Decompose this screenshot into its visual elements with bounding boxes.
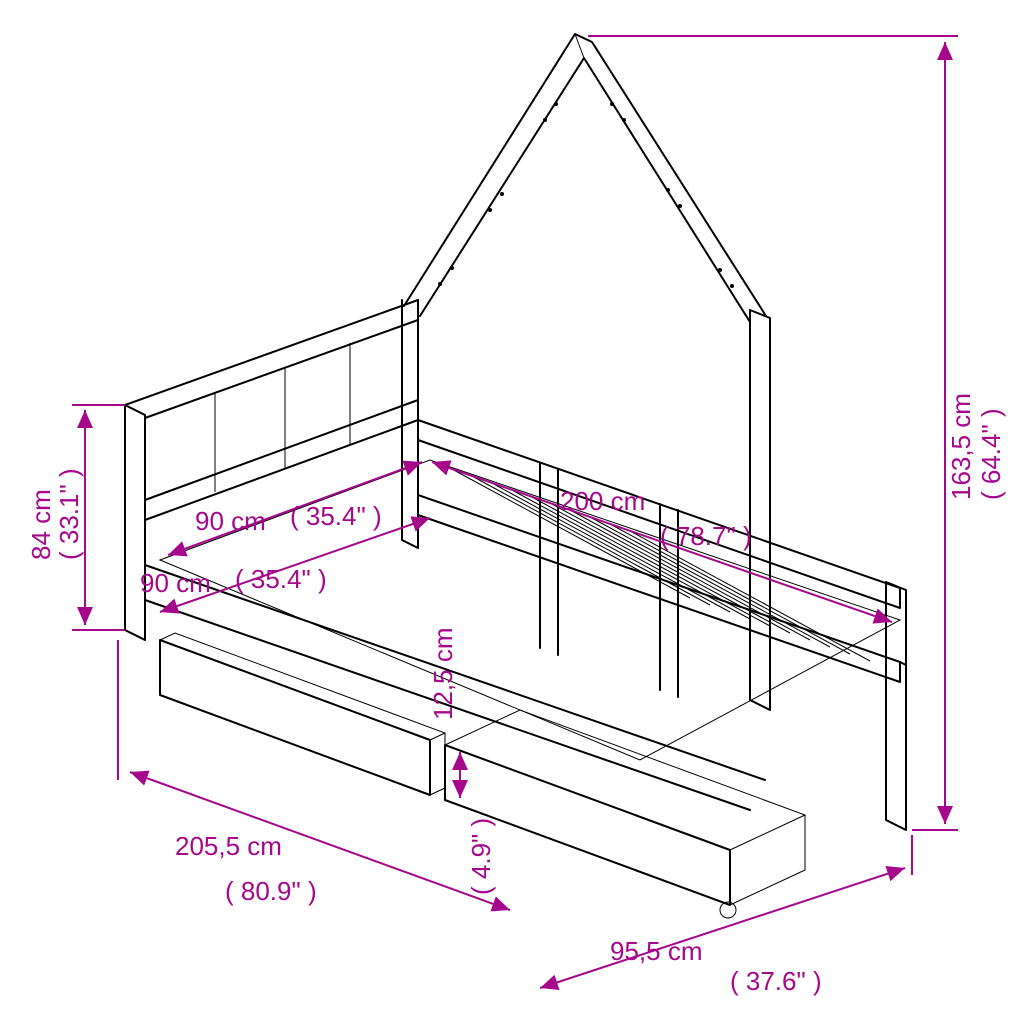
dim-label: 200 cm — [560, 486, 645, 516]
dim-label: 163,5 cm — [946, 393, 976, 500]
dim-label-in: ( 37.6" ) — [730, 966, 822, 996]
dim-total-height: 163,5 cm ( 64.4" ) — [588, 36, 1006, 830]
dim-label: 90 cm — [140, 568, 211, 598]
dim-mattress-width: 90 cm ( 35.4" ) — [168, 462, 422, 555]
dimension-diagram: 84 cm ( 33.1" ) 90 cm ( 35.4" ) 90 cm ( … — [0, 0, 1024, 1024]
dim-label: 90 cm — [195, 506, 266, 536]
dim-label: 12,5 cm — [428, 628, 458, 721]
dim-label-in: ( 35.4" ) — [290, 501, 382, 531]
dim-mattress-length: 200 cm ( 78.7" ) — [432, 462, 892, 622]
dim-label-in: ( 80.9" ) — [225, 876, 317, 906]
dim-drawer-height: 12,5 cm ( 4.9" ) — [428, 628, 496, 896]
dim-label: 95,5 cm — [610, 936, 703, 966]
dim-total-width: 95,5 cm ( 37.6" ) — [540, 835, 912, 996]
dim-label: 205,5 cm — [175, 831, 282, 861]
dim-label-in: ( 35.4" ) — [235, 564, 327, 594]
dim-label-in: ( 4.9" ) — [466, 818, 496, 895]
dim-label-in: ( 33.1" ) — [54, 468, 84, 560]
dim-drawer-width: 90 cm ( 35.4" ) — [140, 518, 430, 612]
dim-label: 84 cm — [26, 489, 56, 560]
dim-label-in: ( 78.7" ) — [660, 521, 752, 551]
dim-height-headboard: 84 cm ( 33.1" ) — [26, 405, 125, 630]
dim-label-in: ( 64.4" ) — [976, 408, 1006, 500]
bed-frame-drawing — [125, 34, 906, 918]
